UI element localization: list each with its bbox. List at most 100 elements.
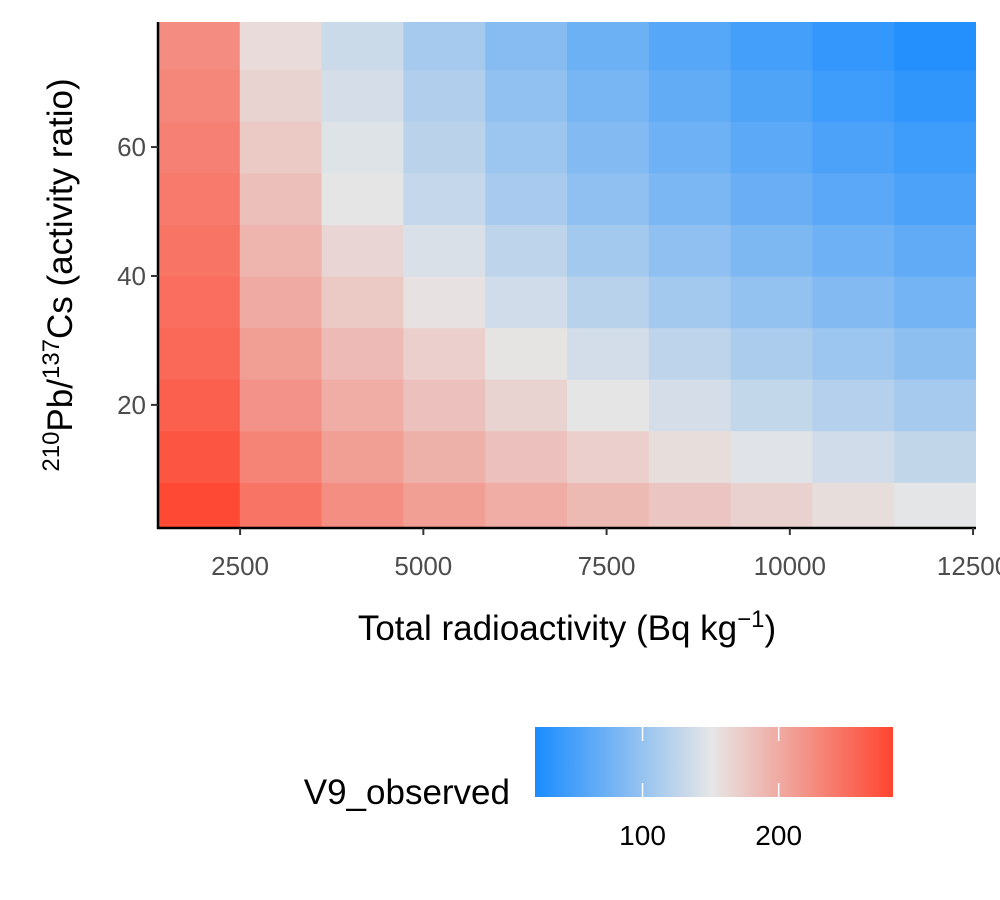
heat-cell [567, 275, 650, 329]
heat-cell [321, 327, 404, 380]
heat-cell [812, 379, 895, 432]
heat-cell [485, 430, 568, 483]
heat-cell [894, 327, 976, 380]
heat-cell [239, 121, 323, 174]
heat-cell [485, 69, 568, 122]
heat-cell [648, 172, 732, 225]
heat-cell [812, 69, 895, 122]
heat-cell [894, 172, 976, 225]
heat-cell [730, 22, 813, 71]
heat-cell [894, 69, 976, 122]
heat-cell [239, 69, 323, 122]
heat-cell [730, 69, 813, 122]
heat-cell [894, 275, 976, 329]
heat-cell [730, 430, 813, 483]
heat-cell [730, 172, 813, 225]
heat-cell [239, 275, 323, 329]
heat-cell [239, 224, 323, 277]
y-axis-title-sup: 137 [38, 339, 65, 379]
heat-cell [730, 224, 813, 277]
heat-cell [485, 482, 568, 528]
heat-cell [321, 379, 404, 432]
heat-cell [812, 482, 895, 528]
heat-cell [567, 327, 650, 380]
heat-cell [321, 482, 404, 528]
heat-cell [567, 482, 650, 528]
heat-cell [239, 172, 323, 225]
heat-cell [812, 327, 895, 380]
heat-cell [158, 121, 241, 174]
heat-cell [158, 430, 241, 483]
heat-cell [648, 379, 732, 432]
heat-cell [730, 327, 813, 380]
heat-cell [403, 275, 486, 329]
heat-cell [485, 172, 568, 225]
colorbar-tick-label: 200 [755, 820, 802, 851]
heat-cell [403, 482, 486, 528]
heat-cell [730, 121, 813, 174]
heat-cell [403, 22, 486, 71]
heat-cell [158, 172, 241, 225]
heat-cell [648, 69, 732, 122]
heat-cell [321, 275, 404, 329]
heat-cell [239, 430, 323, 483]
heat-cell [894, 430, 976, 483]
heat-cell [648, 224, 732, 277]
colorbar-tick-label: 100 [619, 820, 666, 851]
heat-cell [321, 430, 404, 483]
heat-cell [567, 430, 650, 483]
heat-cell [321, 121, 404, 174]
x-tick-label: 5000 [394, 551, 452, 581]
heat-cell [403, 69, 486, 122]
colorbar [535, 727, 893, 797]
heat-cell [403, 224, 486, 277]
heat-cell [403, 379, 486, 432]
heat-cell [403, 430, 486, 483]
heat-cell [567, 172, 650, 225]
heat-cell [812, 430, 895, 483]
heat-cell [812, 121, 895, 174]
heat-cell [567, 69, 650, 122]
y-tick-label: 60 [117, 132, 146, 162]
heat-cell [321, 172, 404, 225]
heat-cell [730, 275, 813, 329]
heat-cell [403, 172, 486, 225]
x-tick-label: 12500 [937, 551, 1000, 581]
heat-cell [321, 22, 404, 71]
heat-cell [812, 22, 895, 71]
heat-cell [239, 327, 323, 380]
heat-cell [158, 327, 241, 380]
heat-cell [894, 121, 976, 174]
heat-cell [567, 121, 650, 174]
x-tick-label: 10000 [754, 551, 826, 581]
heat-cell [648, 327, 732, 380]
heat-cell [485, 379, 568, 432]
heat-cell [239, 379, 323, 432]
heat-cell [894, 379, 976, 432]
heat-cell [812, 224, 895, 277]
heat-cell [485, 327, 568, 380]
heat-cell [158, 224, 241, 277]
heat-cell [648, 22, 732, 71]
heat-cell [894, 224, 976, 277]
x-axis-title-sup: −1 [737, 606, 764, 633]
heat-cell [158, 379, 241, 432]
heat-cell [403, 121, 486, 174]
x-axis-title-text: ) [765, 609, 777, 648]
heat-cell [648, 430, 732, 483]
heat-cell [321, 224, 404, 277]
heat-cell [730, 482, 813, 528]
heat-cell [567, 22, 650, 71]
y-axis-title: 210Pb/137Cs (activity ratio) [38, 78, 81, 471]
legend-title: V9_observed [304, 773, 510, 812]
heat-cell [485, 121, 568, 174]
y-axis-title-text: Pb/ [41, 379, 80, 432]
y-tick-label: 40 [117, 261, 146, 291]
heat-cell [648, 121, 732, 174]
heat-cell [403, 327, 486, 380]
heatmap [158, 22, 976, 528]
heat-cell [485, 275, 568, 329]
y-axis-title-text: Cs (activity ratio) [41, 78, 80, 339]
